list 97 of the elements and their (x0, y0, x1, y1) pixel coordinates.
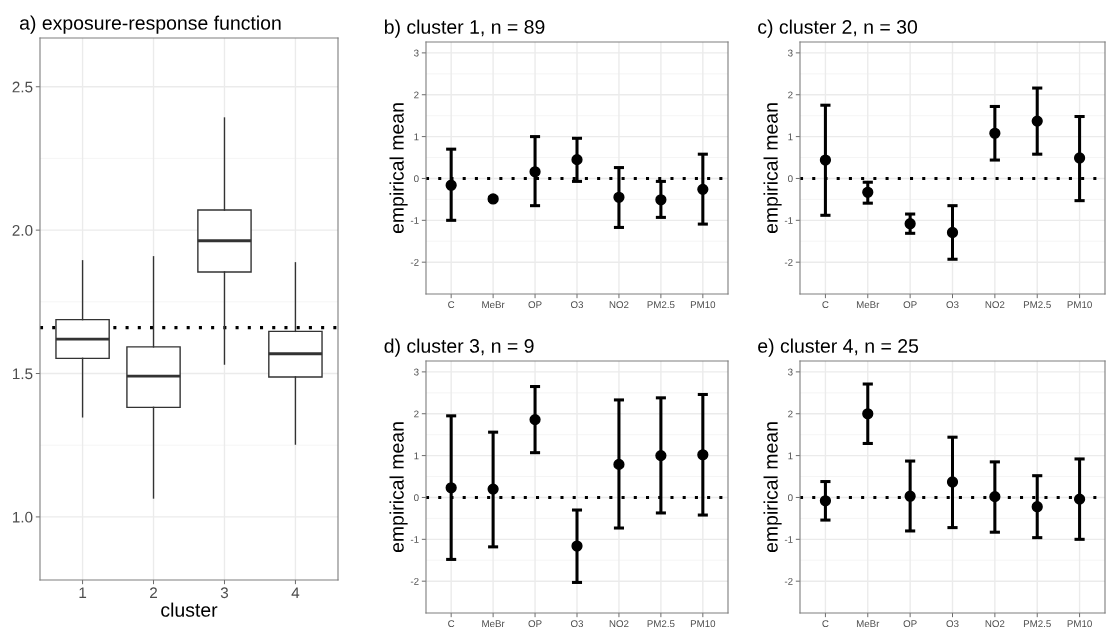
point (1073, 493, 1086, 505)
x-tick-label: OP (903, 620, 917, 628)
chart-title: d) cluster 3, n = 9 (384, 338, 534, 357)
point (819, 495, 832, 507)
x-tick-label: C (448, 620, 455, 628)
x-tick-label: C (822, 301, 829, 309)
y-tick-label: 3 (788, 368, 793, 376)
x-tick-label: OP (903, 301, 917, 309)
y-tick-label: 2.5 (12, 81, 33, 93)
y-tick-label: 1.0 (12, 511, 33, 523)
y-tick-label: 2 (788, 410, 793, 418)
x-tick-label: MeBr (856, 301, 880, 309)
point (571, 540, 583, 552)
x-tick-label: O3 (946, 620, 959, 628)
point (1031, 501, 1043, 513)
y-tick-label: -2 (410, 577, 419, 585)
y-tick-label: -2 (784, 258, 793, 266)
point (946, 226, 959, 239)
point (487, 483, 499, 495)
y-tick-label: 1 (414, 133, 419, 141)
x-tick-label: PM10 (1067, 620, 1092, 628)
y-axis-title: empirical mean (763, 422, 782, 553)
y-axis-title: empirical mean (763, 103, 782, 234)
point (989, 491, 1001, 503)
point (571, 154, 583, 166)
x-tick-label: NO2 (985, 301, 1005, 309)
x-tick-label: C (448, 301, 455, 309)
x-axis-title: cluster (161, 602, 218, 617)
point (1073, 152, 1086, 164)
x-tick-label: MeBr (482, 301, 505, 309)
y-tick-label: -1 (410, 217, 419, 224)
chart-title: c) cluster 2, n = 30 (758, 19, 918, 38)
chart-title: e) cluster 4, n = 25 (758, 338, 919, 357)
y-axis-title: empirical mean (389, 422, 408, 553)
y-tick-label: 0 (788, 494, 793, 502)
x-tick-label: MeBr (856, 620, 880, 628)
x-tick-label: MeBr (482, 620, 505, 628)
y-tick-label: 0 (414, 494, 419, 502)
point (445, 179, 457, 191)
y-tick-label: -1 (410, 536, 419, 543)
x-tick-label: PM2.5 (1023, 301, 1051, 309)
x-tick-label: PM2.5 (647, 301, 675, 309)
x-tick-label: NO2 (609, 620, 629, 628)
y-tick-label: 2 (414, 91, 419, 99)
point (989, 127, 1001, 139)
point (904, 218, 916, 230)
point (613, 191, 625, 203)
x-tick-label: OP (528, 620, 542, 628)
point (904, 490, 916, 502)
point (445, 482, 457, 494)
point (655, 449, 667, 462)
x-tick-label: PM10 (690, 301, 716, 309)
point (862, 408, 874, 420)
point (946, 476, 959, 488)
y-tick-label: -2 (784, 577, 793, 585)
x-tick-label: NO2 (609, 301, 629, 309)
x-tick-label: 4 (291, 587, 300, 599)
y-tick-label: 0 (788, 175, 793, 183)
y-tick-label: 1 (788, 133, 793, 141)
x-tick-label: O3 (946, 301, 959, 309)
x-tick-label: O3 (570, 620, 584, 628)
point (1031, 115, 1043, 127)
x-tick-label: 1 (79, 587, 87, 599)
x-tick-label: PM10 (1067, 301, 1092, 309)
point (697, 449, 709, 461)
y-tick-label: 1 (414, 452, 419, 460)
y-tick-label: -1 (784, 536, 793, 543)
y-tick-label: -2 (410, 258, 419, 266)
x-tick-label: NO2 (985, 620, 1005, 628)
x-tick-label: PM2.5 (1023, 620, 1051, 628)
y-tick-label: 0 (414, 175, 419, 183)
y-tick-label: 1 (788, 452, 793, 460)
point (613, 458, 625, 471)
y-axis-title: empirical mean (389, 103, 408, 234)
x-tick-label: 3 (220, 587, 229, 599)
point (529, 413, 541, 426)
y-tick-label: 2 (414, 410, 419, 418)
chart-title: b) cluster 1, n = 89 (384, 19, 545, 38)
point (862, 186, 874, 198)
chart-title: a) exposure-response function (19, 15, 281, 34)
y-tick-label: 1.5 (12, 368, 33, 380)
point (697, 183, 709, 195)
x-tick-label: OP (528, 301, 542, 309)
x-tick-label: C (822, 620, 829, 628)
y-tick-label: 2 (788, 91, 793, 99)
y-tick-label: 2.0 (12, 225, 33, 236)
y-tick-label: 3 (788, 49, 793, 57)
x-tick-label: 2 (150, 587, 158, 599)
x-tick-label: PM2.5 (647, 620, 675, 628)
point (529, 166, 541, 178)
point (819, 154, 832, 166)
x-tick-label: PM10 (690, 620, 716, 628)
y-tick-label: -1 (784, 217, 793, 224)
point (655, 194, 667, 206)
y-tick-label: 3 (414, 368, 419, 376)
y-tick-label: 3 (414, 49, 419, 57)
x-tick-label: O3 (570, 301, 584, 309)
